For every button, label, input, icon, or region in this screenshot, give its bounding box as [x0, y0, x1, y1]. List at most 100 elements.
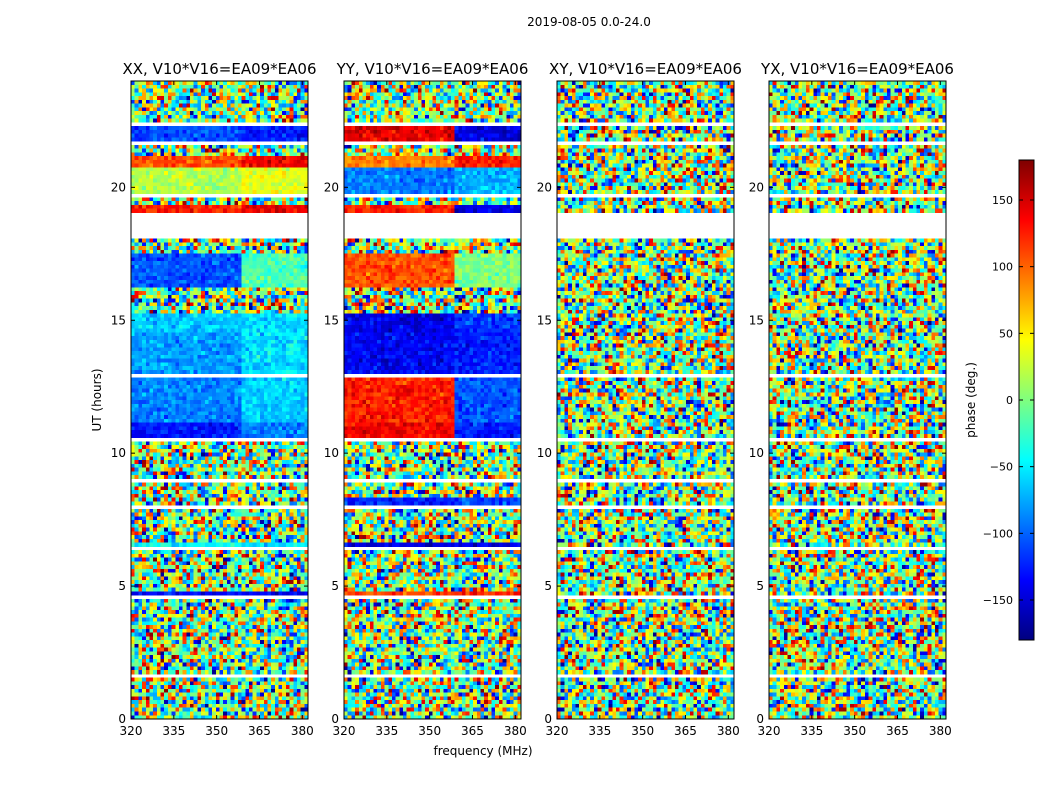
heatmap-cell — [138, 355, 142, 359]
heatmap-cell — [142, 456, 146, 460]
heatmap-cell — [138, 265, 142, 269]
heatmap-cell — [253, 205, 257, 209]
heatmap-cell — [161, 239, 165, 243]
heatmap-cell — [138, 456, 142, 460]
heatmap-cell — [267, 280, 271, 284]
heatmap-cell — [253, 242, 257, 246]
heatmap-cell — [186, 295, 190, 299]
heatmap-cell — [242, 362, 246, 366]
heatmap-cell — [297, 164, 301, 168]
heatmap-cell — [260, 104, 264, 108]
heatmap-cell — [271, 182, 275, 186]
heatmap-cell — [227, 449, 231, 453]
heatmap-cell — [138, 171, 142, 175]
heatmap-cell — [161, 197, 165, 201]
heatmap-cell — [164, 449, 168, 453]
heatmap-cell — [293, 302, 297, 306]
heatmap-cell — [190, 520, 194, 524]
heatmap-cell — [286, 182, 290, 186]
heatmap-cell — [157, 423, 161, 427]
heatmap-cell — [275, 149, 279, 153]
heatmap-cell — [142, 321, 146, 325]
heatmap-cell — [286, 404, 290, 408]
heatmap-cell — [161, 385, 165, 389]
heatmap-cell — [290, 167, 294, 171]
heatmap-cell — [264, 411, 268, 415]
heatmap-cell — [190, 205, 194, 209]
heatmap-cell — [175, 272, 179, 276]
heatmap-cell — [253, 284, 257, 288]
heatmap-cell — [227, 430, 231, 434]
heatmap-cell — [194, 475, 198, 479]
heatmap-cell — [175, 498, 179, 502]
heatmap-cell — [264, 516, 268, 520]
heatmap-cell — [256, 134, 260, 138]
heatmap-cell — [293, 325, 297, 329]
heatmap-cell — [212, 171, 216, 175]
heatmap-cell — [142, 314, 146, 318]
heatmap-cell — [146, 89, 150, 93]
heatmap-cell — [197, 96, 201, 100]
heatmap-cell — [175, 265, 179, 269]
heatmap-cell — [260, 284, 264, 288]
heatmap-cell — [216, 411, 220, 415]
heatmap-cell — [205, 332, 209, 336]
heatmap-cell — [146, 314, 150, 318]
heatmap-cell — [227, 115, 231, 119]
heatmap-cell — [131, 423, 135, 427]
heatmap-cell — [172, 355, 176, 359]
heatmap-cell — [260, 201, 264, 205]
heatmap-cell — [190, 411, 194, 415]
heatmap-cell — [142, 257, 146, 261]
heatmap-cell — [168, 186, 172, 190]
heatmap-cell — [135, 239, 139, 243]
heatmap-cell — [208, 389, 212, 393]
heatmap-cell — [168, 513, 172, 517]
heatmap-cell — [245, 392, 249, 396]
heatmap-cell — [183, 464, 187, 468]
heatmap-cell — [212, 329, 216, 333]
heatmap-cell — [179, 254, 183, 258]
heatmap-cell — [220, 321, 224, 325]
heatmap-cell — [175, 362, 179, 366]
heatmap-cell — [179, 130, 183, 134]
heatmap-cell — [168, 257, 172, 261]
heatmap-cell — [212, 362, 216, 366]
heatmap-cell — [201, 381, 205, 385]
heatmap-cell — [168, 347, 172, 351]
heatmap-cell — [208, 134, 212, 138]
heatmap-cell — [297, 366, 301, 370]
heatmap-cell — [168, 445, 172, 449]
heatmap-cell — [290, 291, 294, 295]
heatmap-cell — [301, 385, 305, 389]
heatmap-cell — [153, 81, 157, 85]
heatmap-cell — [297, 179, 301, 183]
heatmap-cell — [231, 490, 235, 494]
heatmap-cell — [301, 415, 305, 419]
heatmap-cell — [190, 239, 194, 243]
heatmap-cell — [253, 325, 257, 329]
heatmap-cell — [138, 475, 142, 479]
heatmap-cell — [275, 498, 279, 502]
heatmap-cell — [234, 486, 238, 490]
heatmap-cell — [238, 96, 242, 100]
heatmap-cell — [260, 130, 264, 134]
heatmap-cell — [293, 85, 297, 89]
heatmap-cell — [179, 314, 183, 318]
heatmap-cell — [190, 171, 194, 175]
heatmap-cell — [264, 340, 268, 344]
heatmap-cell — [275, 453, 279, 457]
heatmap-cell — [242, 370, 246, 374]
heatmap-cell — [135, 453, 139, 457]
heatmap-cell — [220, 242, 224, 246]
heatmap-cell — [197, 284, 201, 288]
heatmap-cell — [138, 179, 142, 183]
heatmap-cell — [179, 171, 183, 175]
heatmap-cell — [205, 336, 209, 340]
heatmap-cell — [267, 306, 271, 310]
heatmap-cell — [231, 92, 235, 96]
heatmap-cell — [264, 415, 268, 419]
heatmap-cell — [256, 96, 260, 100]
heatmap-cell — [183, 336, 187, 340]
heatmap-cell — [146, 396, 150, 400]
